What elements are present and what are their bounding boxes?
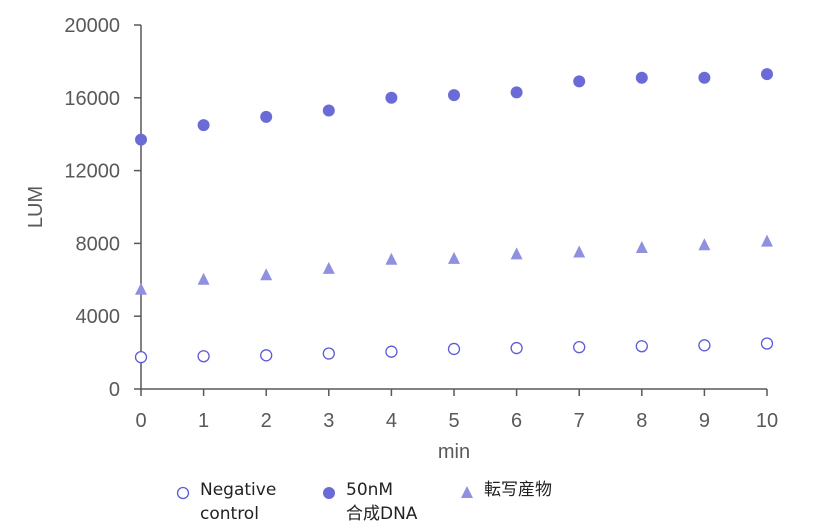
series-1-points bbox=[135, 68, 773, 146]
data-point bbox=[447, 342, 461, 356]
open-circle-marker-icon bbox=[176, 486, 190, 500]
legend-item-50nm-dna: 50nM 合成DNA bbox=[318, 478, 417, 526]
series-2-points bbox=[135, 234, 773, 295]
x-tick-label: 8 bbox=[636, 410, 647, 432]
triangle-marker-icon bbox=[461, 486, 473, 498]
data-point bbox=[761, 234, 773, 247]
x-tick-label: 1 bbox=[198, 410, 209, 432]
data-point bbox=[698, 238, 711, 251]
data-point bbox=[635, 240, 648, 253]
data-point bbox=[385, 252, 398, 265]
legend-marker-shape bbox=[461, 486, 473, 498]
legend-item-transcript: 転写産物 bbox=[456, 478, 552, 503]
y-tick-label: 12000 bbox=[64, 161, 120, 183]
legend-marker-shape bbox=[323, 487, 335, 499]
y-tick-label: 0 bbox=[109, 379, 120, 401]
x-tick-label: 6 bbox=[511, 410, 522, 432]
data-point bbox=[448, 89, 460, 102]
y-axis: 0 4000 8000 12000 16000 20000 bbox=[64, 15, 142, 401]
data-point bbox=[197, 119, 210, 132]
data-point bbox=[322, 261, 335, 274]
x-tick-label: 0 bbox=[135, 410, 146, 432]
legend-label: 50nM 合成DNA bbox=[346, 480, 418, 524]
data-point bbox=[322, 347, 335, 360]
legend-label: Negative control bbox=[200, 480, 277, 524]
data-point bbox=[698, 71, 711, 84]
y-tick-label: 16000 bbox=[64, 88, 120, 110]
data-point bbox=[573, 75, 586, 88]
x-axis-title: min bbox=[438, 441, 470, 463]
data-point bbox=[385, 345, 398, 358]
x-tick-label: 9 bbox=[699, 410, 710, 432]
data-point bbox=[573, 340, 586, 354]
data-point bbox=[260, 110, 273, 123]
data-point bbox=[197, 272, 210, 285]
data-point bbox=[761, 68, 773, 81]
data-point bbox=[134, 350, 148, 364]
x-axis: 0 1 2 3 4 5 6 7 8 9 10 bbox=[135, 388, 778, 432]
y-axis-title: LUM bbox=[25, 186, 47, 228]
data-point bbox=[448, 251, 460, 264]
scatter-chart: 0 4000 8000 12000 16000 20000 0 1 2 3 4 5 6 7 8 9 10 mi… bbox=[25, 15, 778, 463]
data-point bbox=[135, 133, 147, 146]
legend-item-negative-control: Negative control bbox=[172, 478, 276, 526]
y-tick-label: 4000 bbox=[76, 306, 121, 328]
data-point bbox=[510, 86, 523, 99]
y-tick-label: 20000 bbox=[64, 15, 120, 37]
series-0-points bbox=[134, 337, 774, 364]
data-point bbox=[135, 282, 147, 295]
legend-label: 転写産物 bbox=[484, 480, 552, 500]
data-point bbox=[510, 247, 523, 260]
legend-marker-shape bbox=[176, 486, 190, 500]
data-point bbox=[635, 340, 648, 353]
data-point bbox=[760, 337, 774, 350]
filled-circle-marker-icon bbox=[323, 487, 335, 499]
data-point bbox=[510, 341, 523, 355]
y-tick-label: 8000 bbox=[76, 233, 121, 255]
x-tick-label: 3 bbox=[323, 410, 334, 432]
x-tick-label: 10 bbox=[756, 410, 778, 432]
data-point bbox=[197, 350, 210, 363]
data-point bbox=[385, 91, 398, 104]
data-points bbox=[134, 68, 774, 364]
data-point bbox=[635, 71, 648, 84]
data-point bbox=[698, 339, 711, 352]
legend: Negative control 50nM 合成DNA 転写産物 bbox=[0, 478, 818, 532]
data-point bbox=[573, 245, 586, 258]
x-tick-label: 7 bbox=[574, 410, 585, 432]
x-tick-label: 4 bbox=[386, 410, 397, 432]
data-point bbox=[260, 268, 273, 281]
x-tick-label: 2 bbox=[261, 410, 272, 432]
data-point bbox=[322, 104, 335, 117]
x-tick-label: 5 bbox=[448, 410, 459, 432]
data-point bbox=[260, 349, 273, 362]
